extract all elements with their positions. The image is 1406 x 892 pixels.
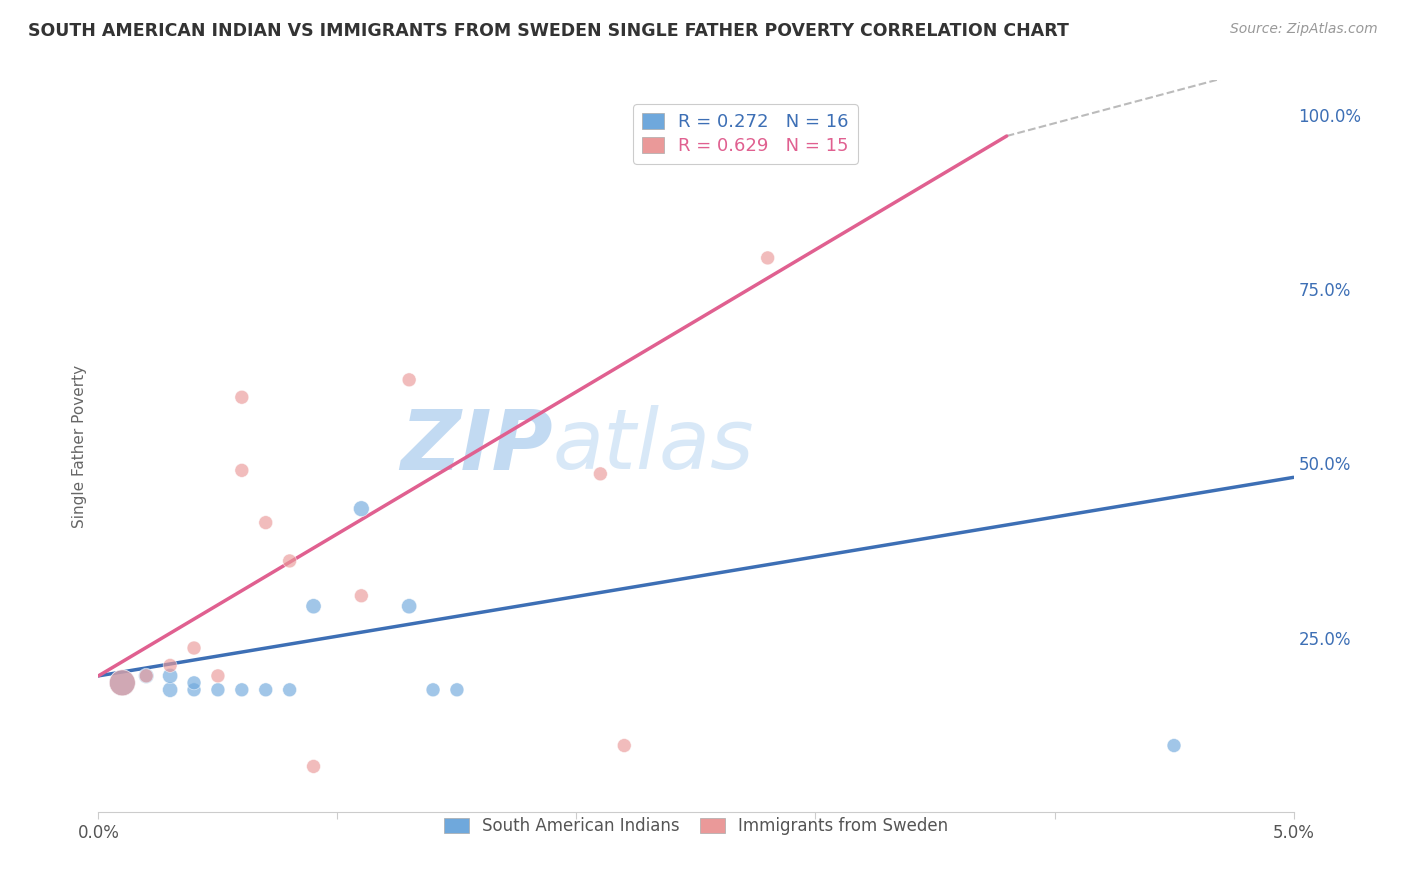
Point — [135, 669, 157, 683]
Point — [446, 682, 468, 697]
Point — [398, 599, 420, 614]
Point — [231, 390, 253, 404]
Text: atlas: atlas — [553, 406, 754, 486]
Text: ZIP: ZIP — [399, 406, 553, 486]
Point — [398, 373, 420, 387]
Point — [589, 467, 612, 481]
Point — [159, 669, 181, 683]
Point — [302, 599, 325, 614]
Point — [756, 251, 779, 265]
Point — [278, 554, 301, 568]
Y-axis label: Single Father Poverty: Single Father Poverty — [72, 365, 87, 527]
Point — [278, 682, 301, 697]
Point — [207, 682, 229, 697]
Text: Source: ZipAtlas.com: Source: ZipAtlas.com — [1230, 22, 1378, 37]
Point — [422, 682, 444, 697]
Point — [254, 516, 277, 530]
Point — [231, 682, 253, 697]
Point — [159, 682, 181, 697]
Point — [183, 676, 205, 690]
Point — [302, 759, 325, 773]
Point — [159, 658, 181, 673]
Point — [613, 739, 636, 753]
Legend: South American Indians, Immigrants from Sweden: South American Indians, Immigrants from … — [436, 809, 956, 844]
Point — [183, 640, 205, 655]
Point — [1163, 739, 1185, 753]
Point — [231, 463, 253, 477]
Point — [350, 589, 373, 603]
Point — [135, 669, 157, 683]
Point — [111, 676, 134, 690]
Point — [207, 669, 229, 683]
Point — [183, 682, 205, 697]
Text: SOUTH AMERICAN INDIAN VS IMMIGRANTS FROM SWEDEN SINGLE FATHER POVERTY CORRELATIO: SOUTH AMERICAN INDIAN VS IMMIGRANTS FROM… — [28, 22, 1069, 40]
Point — [350, 501, 373, 516]
Point — [111, 676, 134, 690]
Point — [254, 682, 277, 697]
